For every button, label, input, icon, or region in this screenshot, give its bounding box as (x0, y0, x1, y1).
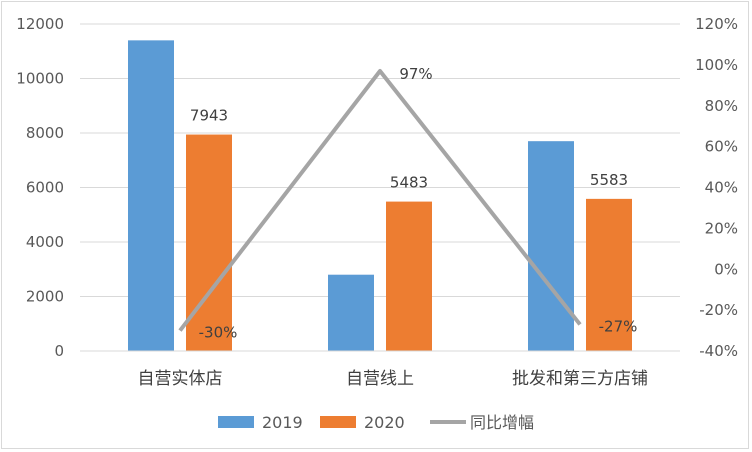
bar-2019 (128, 40, 174, 351)
right-tick-label: -40% (699, 342, 738, 360)
left-tick-label: 10000 (16, 70, 64, 88)
yoy-line-series (178, 69, 582, 332)
legend-swatch-2020 (320, 416, 356, 428)
right-tick-label: 80% (705, 97, 738, 115)
left-tick-label: 4000 (26, 233, 64, 251)
line-data-label: -30% (199, 324, 238, 342)
category-label: 批发和第三方店铺 (512, 369, 648, 389)
legend-swatch-2019 (218, 416, 254, 428)
bar-2020 (586, 198, 632, 351)
legend-label: 2019 (262, 413, 303, 432)
left-axis-ticks: 0 2000 4000 6000 8000 10000 12000 (16, 15, 64, 360)
right-tick-label: 0% (714, 260, 738, 278)
line-data-label: -27% (599, 317, 638, 335)
right-tick-label: 40% (705, 179, 738, 197)
bar-2020 (386, 201, 432, 351)
line-同比增幅 (178, 69, 582, 332)
left-tick-label: 8000 (26, 124, 64, 142)
line-data-label: 97% (399, 65, 432, 83)
gridlines (80, 23, 680, 297)
category-label: 自营线上 (346, 369, 414, 389)
left-tick-label: 6000 (26, 179, 64, 197)
right-tick-label: 60% (705, 138, 738, 156)
bar-2019 (328, 274, 374, 351)
right-tick-label: 120% (695, 15, 738, 33)
bar-data-label: 5483 (390, 174, 428, 192)
left-tick-label: 0 (54, 342, 64, 360)
bars (128, 40, 632, 351)
right-tick-label: 100% (695, 56, 738, 74)
data-labels: 7943 5483 5583 -30% 97% -27% (190, 65, 637, 342)
left-tick-label: 12000 (16, 15, 64, 33)
category-labels: 自营实体店 自营线上 批发和第三方店铺 (138, 369, 649, 389)
bar-2019 (528, 141, 574, 351)
right-axis-ticks: -40% -20% 0% 20% 40% 60% 80% 100% 120% (695, 15, 738, 360)
bar-data-label: 7943 (190, 107, 228, 125)
category-label: 自营实体店 (138, 369, 223, 389)
legend-label: 同比增幅 (470, 413, 534, 432)
right-tick-label: -20% (699, 301, 738, 319)
left-tick-label: 2000 (26, 288, 64, 306)
bar-2020 (186, 134, 232, 351)
legend-label: 2020 (364, 413, 405, 432)
bar-data-label: 5583 (590, 171, 628, 189)
legend: 2019 2020 同比增幅 (218, 413, 534, 432)
right-tick-label: 20% (705, 219, 738, 237)
